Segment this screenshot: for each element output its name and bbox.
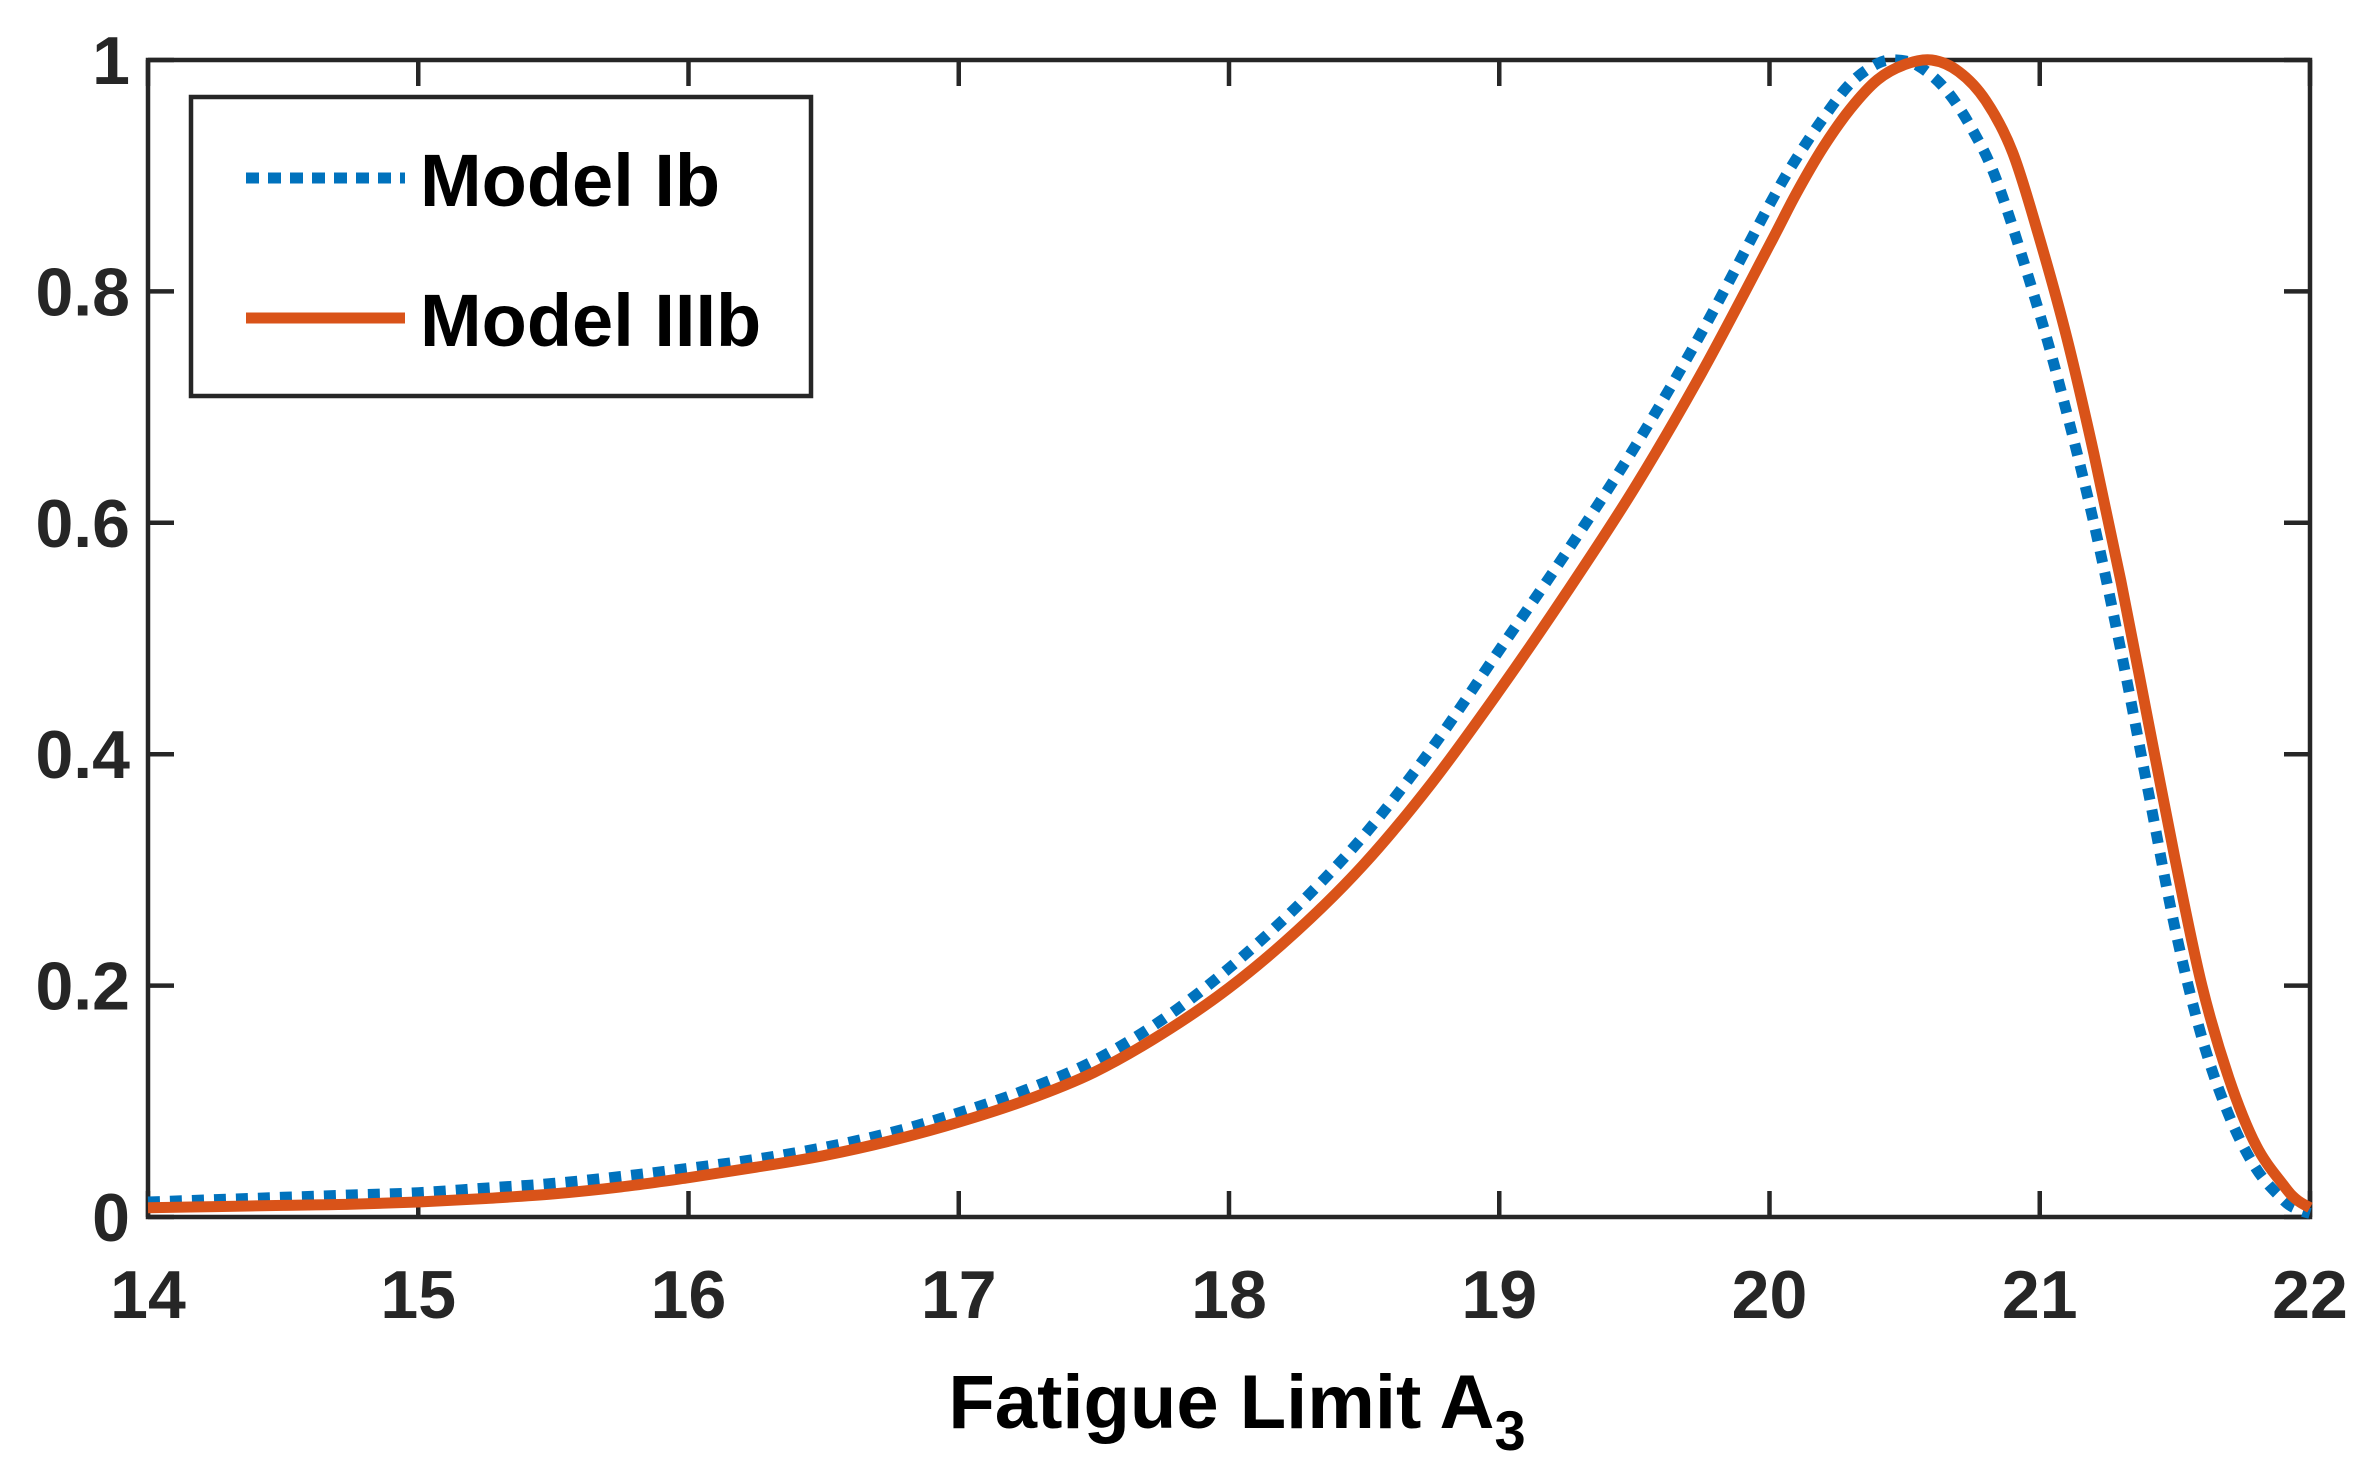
legend: Model Ib Model IIIb — [188, 94, 814, 399]
x-tick-label-18: 18 — [1191, 1257, 1267, 1333]
legend-box — [188, 94, 814, 399]
y-tick-label-1: 1 — [92, 23, 130, 99]
y-tick-label-0.2: 0.2 — [35, 949, 130, 1025]
y-tick-label-0.6: 0.6 — [35, 486, 130, 562]
curves — [147, 54, 2313, 1219]
x-tick-label-16: 16 — [651, 1257, 727, 1333]
x-tick-label-14: 14 — [110, 1257, 186, 1333]
x-tick-label-17: 17 — [921, 1257, 997, 1333]
x-axis-label-main: Fatigue Limit A — [948, 1360, 1494, 1445]
x-tick-label-15: 15 — [380, 1257, 456, 1333]
legend-label-model-ib: Model Ib — [420, 139, 720, 222]
x-tick-label-21: 21 — [2002, 1257, 2078, 1333]
y-tick-label-0: 0 — [92, 1180, 130, 1256]
legend-label-model-iiib: Model IIIb — [420, 279, 761, 362]
x-tick-label-20: 20 — [1732, 1257, 1808, 1333]
axes: 14 15 16 17 18 19 20 21 22 0 0.2 0.4 0.6 0.8 1 — [35, 23, 2347, 1333]
model-ib-curve — [147, 54, 2312, 1219]
y-tick-label-0.8: 0.8 — [35, 254, 130, 330]
x-axis-label-subscript: 3 — [1494, 1399, 1525, 1460]
x-axis-label: Fatigue Limit A3 — [948, 1360, 1525, 1460]
x-tick-label-19: 19 — [1461, 1257, 1537, 1333]
y-tick-label-0.4: 0.4 — [35, 717, 130, 793]
model-iiib-curve — [147, 54, 2313, 1214]
x-tick-label-22: 22 — [2272, 1257, 2348, 1333]
